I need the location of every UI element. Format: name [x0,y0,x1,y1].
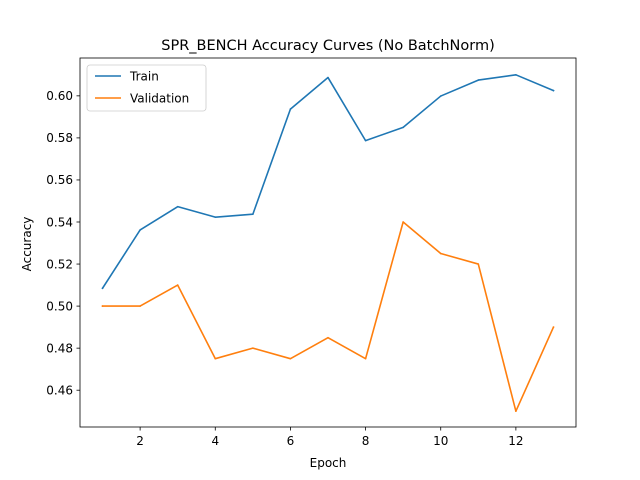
data-point-train [214,216,217,218]
data-point-train [364,139,367,142]
data-point-train [289,108,292,110]
data-point-train [139,229,141,231]
data-point-validation [252,347,254,349]
legend: Train Validation [86,64,207,112]
data-point-train [552,89,555,92]
data-point-train [515,74,517,76]
data-point-validation [289,357,292,360]
y-axis-label: Accuracy [20,217,34,272]
y-tick-label: 0.48 [46,341,73,355]
x-tick-label: 6 [287,434,295,448]
data-point-validation [477,263,480,265]
y-tick-label: 0.50 [46,299,73,313]
data-point-validation [327,336,329,339]
x-tick-label: 12 [508,434,523,448]
x-axis-label: Epoch [310,456,347,470]
data-point-train [477,79,480,81]
data-point-train [176,205,179,208]
data-point-validation [402,221,404,223]
y-tick-label: 0.52 [46,257,73,271]
data-point-train [252,213,254,216]
data-point-train [327,76,329,79]
plot-area: 2 4 6 8 10 12 0.46 0.48 0.50 0.52 0.54 0.56 0.58 0.60 [46,57,577,448]
y-tick-label: 0.60 [46,89,73,103]
axes-frame [79,57,577,428]
legend-label-validation: Validation [130,91,189,105]
x-tick-label: 2 [136,434,144,448]
y-tick-label: 0.54 [46,215,73,229]
data-point-train [402,126,404,129]
data-point-validation [439,252,442,255]
y-tick-label: 0.56 [46,173,73,187]
x-tick-label: 10 [433,434,448,448]
y-tick-label: 0.46 [46,384,73,398]
chart-title: SPR_BENCH Accuracy Curves (No BatchNorm) [161,38,495,54]
data-point-validation [552,326,555,328]
legend-label-train: Train [129,69,159,83]
y-tick-label: 0.58 [46,131,73,145]
data-point-validation [101,305,104,307]
data-point-validation [139,305,141,307]
x-tick-label: 8 [362,434,370,448]
data-point-validation [214,357,217,360]
x-tick-label: 4 [211,434,219,448]
data-point-validation [176,284,179,286]
data-point-train [439,95,442,97]
data-point-validation [515,410,517,413]
data-point-validation [364,357,367,360]
data-point-train [101,287,104,290]
